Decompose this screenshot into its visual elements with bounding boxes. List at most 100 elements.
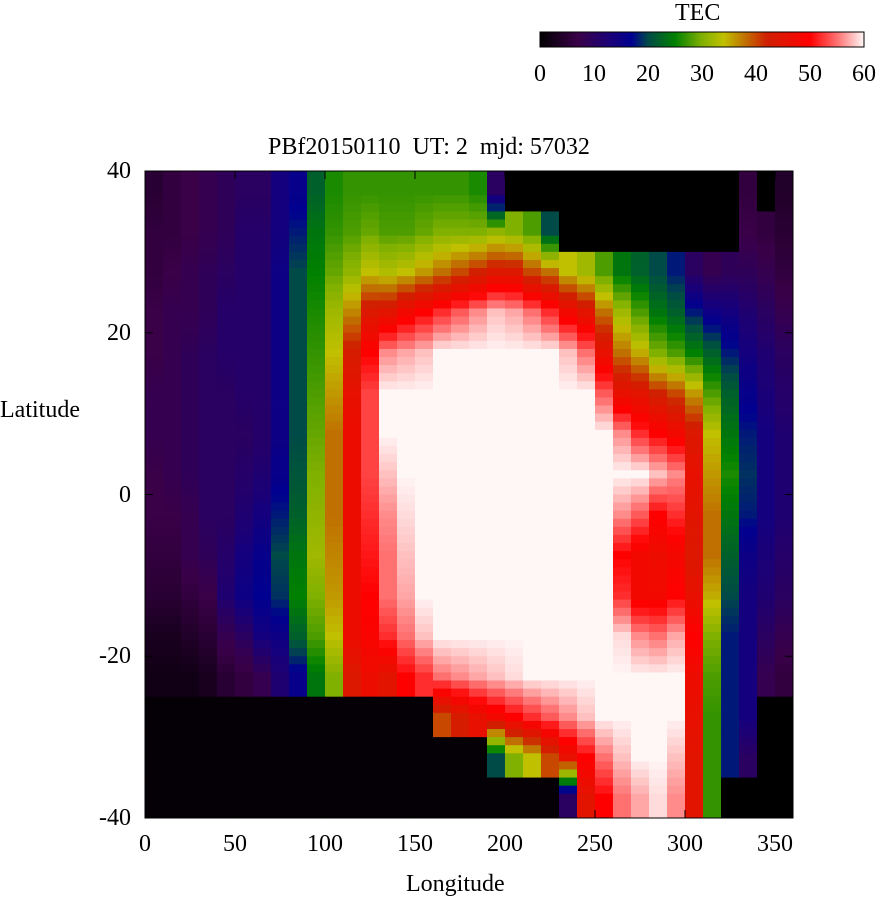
heatmap-cell [541,664,560,673]
heatmap-cell [487,276,506,285]
heatmap-cell [523,171,542,180]
heatmap-cell [397,316,416,326]
heatmap-cell [397,737,416,746]
heatmap-cell [775,680,794,689]
heatmap-cell [145,518,164,528]
heatmap-cell [289,720,308,730]
heatmap-cell [289,324,308,334]
heatmap-cell [433,235,452,245]
heatmap-cell [145,324,164,334]
heatmap-cell [415,559,434,568]
heatmap-cell [361,284,380,293]
heatmap-cell [307,437,326,447]
heatmap-cell [361,187,380,196]
heatmap-cell [163,704,182,714]
heatmap-cell [235,688,254,698]
heatmap-cell [739,518,758,528]
heatmap-cell [667,187,686,196]
heatmap-cell [721,219,740,229]
colorbar-tick-label: 10 [582,61,606,87]
heatmap-cell [595,526,614,536]
heatmap-cell [775,470,794,479]
heatmap-cell [397,518,416,528]
heatmap-cell [595,470,614,479]
heatmap-cell [721,502,740,512]
heatmap-cell [505,324,524,334]
heatmap-cell [145,745,164,754]
heatmap-cell [253,292,272,301]
heatmap-cell [685,761,704,770]
heatmap-cell [253,502,272,512]
heatmap-cell [757,737,776,746]
heatmap-cell [379,696,398,706]
heatmap-cell [649,623,668,633]
heatmap-cell [235,769,254,778]
heatmap-cell [595,801,614,811]
heatmap-cell [163,534,182,544]
heatmap-cell [145,793,164,803]
heatmap-cell [739,502,758,512]
heatmap-cell [613,623,632,633]
heatmap-cell [397,785,416,795]
heatmap-cell [649,332,668,342]
heatmap-cell [739,785,758,795]
heatmap-cell [775,276,794,285]
heatmap-cell [325,478,344,487]
heatmap-cell [289,292,308,301]
heatmap-cell [775,729,794,738]
heatmap-cell [181,486,200,495]
heatmap-cell [775,543,794,552]
heatmap-cell [235,276,254,285]
heatmap-cell [343,219,362,229]
heatmap-cell [163,607,182,617]
heatmap-cell [397,510,416,520]
heatmap-cell [487,599,506,609]
heatmap-cell [577,445,596,455]
heatmap-cell [145,809,164,819]
heatmap-cell [379,413,398,423]
heatmap-cell [775,365,794,374]
heatmap-cell [379,421,398,431]
heatmap-cell [667,389,686,398]
heatmap-cell [235,551,254,560]
heatmap-cell [307,640,326,649]
heatmap-cell [577,470,596,479]
heatmap-cell [235,567,254,576]
heatmap-cell [613,235,632,245]
heatmap-cell [415,623,434,633]
heatmap-cell [379,243,398,253]
heatmap-cell [685,316,704,326]
heatmap-cell [595,607,614,617]
heatmap-cell [199,486,218,495]
heatmap-cell [361,389,380,398]
heatmap-cell [163,235,182,245]
heatmap-cell [199,332,218,342]
heatmap-cell [343,316,362,326]
heatmap-cell [595,308,614,317]
heatmap-cell [685,171,704,180]
heatmap-cell [433,712,452,722]
heatmap-cell [649,195,668,204]
heatmap-cell [775,510,794,520]
heatmap-cell [307,171,326,180]
heatmap-cell [487,437,506,447]
heatmap-cell [559,437,578,447]
heatmap-cell [577,365,596,374]
heatmap-cell [703,809,722,819]
heatmap-cell [415,518,434,528]
heatmap-cell [487,761,506,770]
heatmap-cell [775,809,794,819]
heatmap-cell [595,421,614,431]
heatmap-cell [613,421,632,431]
heatmap-cell [667,276,686,285]
heatmap-cell [631,373,650,382]
heatmap-cell [577,769,596,778]
heatmap-cell [577,324,596,334]
heatmap-cell [487,567,506,576]
heatmap-cell [271,389,290,398]
heatmap-cell [235,397,254,406]
heatmap-cell [775,171,794,180]
heatmap-cell [343,227,362,237]
heatmap-cell [739,357,758,366]
heatmap-cell [307,235,326,245]
